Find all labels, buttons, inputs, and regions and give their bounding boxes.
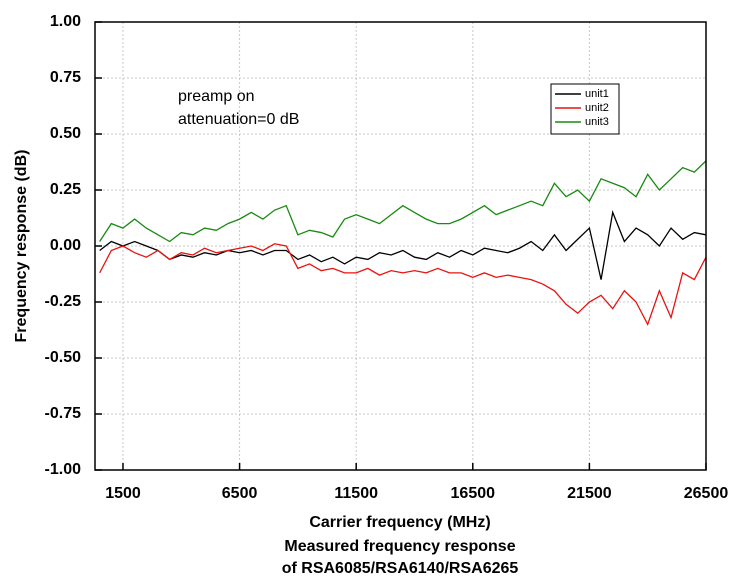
chart-title: Measured frequency response — [284, 538, 515, 555]
y-tick-label: 0.00 — [50, 237, 81, 254]
y-tick-label: -1.00 — [45, 461, 82, 478]
x-tick-label: 11500 — [334, 485, 378, 502]
y-tick-label: -0.50 — [45, 349, 82, 366]
data-line — [99, 243, 707, 327]
y-tick-label: 0.75 — [50, 69, 81, 86]
chart-subtitle: of RSA6085/RSA6140/RSA6265 — [282, 560, 519, 577]
x-tick-label: 16500 — [451, 485, 496, 502]
x-tick-label: 6500 — [222, 485, 258, 502]
y-tick-label: 1.00 — [50, 13, 81, 30]
x-tick-label: 21500 — [567, 485, 612, 502]
annotation: preamp on — [178, 88, 255, 105]
x-axis-title: Carrier frequency (MHz) — [309, 514, 490, 531]
data-line — [99, 210, 707, 280]
legend-label: unit2 — [585, 102, 609, 114]
y-axis-title: Frequency response (dB) — [13, 150, 30, 343]
x-tick-label: 1500 — [105, 485, 141, 502]
data-line — [99, 160, 707, 243]
y-tick-label: -0.25 — [45, 293, 82, 310]
legend-box — [550, 83, 620, 135]
plot-frame — [94, 21, 707, 471]
annotation: attenuation=0 dB — [178, 111, 299, 128]
y-tick-label: -0.75 — [45, 405, 82, 422]
y-tick-label: 0.25 — [50, 181, 81, 198]
x-tick-label: 26500 — [684, 485, 729, 502]
legend-label: unit1 — [585, 88, 609, 100]
y-tick-label: 0.50 — [50, 125, 81, 142]
legend-label: unit3 — [585, 116, 609, 128]
